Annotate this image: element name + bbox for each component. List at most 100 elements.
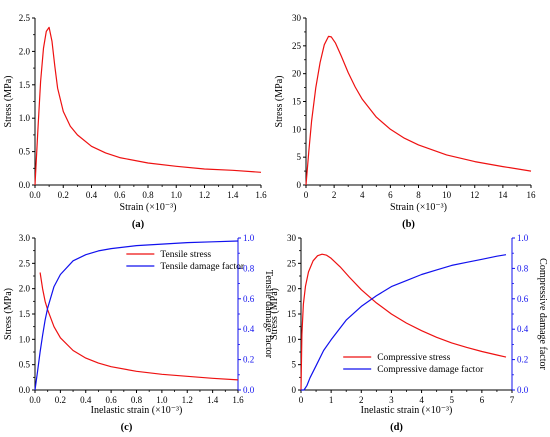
y-tick-label: 10 bbox=[292, 124, 302, 134]
right-y-tick-label: 0.8 bbox=[243, 263, 255, 273]
x-tick-label: 16 bbox=[527, 190, 537, 200]
x-tick-label: 0.2 bbox=[58, 190, 69, 200]
x-tick-label: 5 bbox=[449, 395, 454, 405]
x-tick-label: 1 bbox=[329, 395, 334, 405]
x-tick-label: 0.8 bbox=[142, 190, 154, 200]
x-tick-label: 0.0 bbox=[29, 190, 41, 200]
right-y-tick-label: 0.0 bbox=[517, 385, 529, 395]
y-axis-label: Stress (MPa) bbox=[3, 76, 14, 128]
x-tick-label: 14 bbox=[498, 190, 508, 200]
y-tick-label: 1.0 bbox=[19, 113, 31, 123]
y-tick-label: 0 bbox=[297, 180, 302, 190]
y-tick-label: 1.5 bbox=[19, 309, 31, 319]
y-tick-label: 15 bbox=[287, 309, 297, 319]
series-line-2 bbox=[34, 240, 239, 391]
x-tick-label: 0 bbox=[304, 190, 309, 200]
y-tick-label: 2.5 bbox=[19, 258, 31, 268]
x-tick-label: 2 bbox=[359, 395, 364, 405]
right-y-tick-label: 0.8 bbox=[517, 263, 529, 273]
right-y-tick-label: 0.6 bbox=[517, 294, 529, 304]
y-axis-label: Stress (MPa) bbox=[3, 288, 14, 340]
y-tick-label: 2.0 bbox=[19, 284, 31, 294]
right-y-tick-label: 1.0 bbox=[243, 233, 255, 243]
chart-panel-b: 0 2 4 6 8 10 12 14 16 0 5 10 15 20 25 30 Strain (×10⁻³) S… bbox=[274, 13, 536, 230]
x-tick-label: 4 bbox=[419, 395, 424, 405]
panel-label: (c) bbox=[121, 422, 133, 433]
right-y-tick-label: 0.4 bbox=[243, 324, 255, 334]
x-tick-label: 1.4 bbox=[227, 190, 239, 200]
chart-panel-a: 0.0 0.2 0.4 0.6 0.8 1.0 1.2 1.4 1.6 0.0 0.5 1.0 1.5 2… bbox=[3, 13, 267, 230]
y-axis-label: Stress (MPa) bbox=[274, 76, 285, 128]
y-tick-label: 3.0 bbox=[19, 233, 31, 243]
x-tick-label: 3 bbox=[389, 395, 394, 405]
y-tick-label: 5 bbox=[297, 152, 302, 162]
y-tick-label: 2.5 bbox=[19, 13, 31, 23]
x-tick-label: 0.2 bbox=[55, 395, 66, 405]
y-tick-label: 30 bbox=[292, 13, 302, 23]
series-line-1 bbox=[34, 26, 262, 186]
y-axis-label: Stress (MPa) bbox=[269, 288, 280, 340]
panel-label: (d) bbox=[390, 422, 403, 433]
right-y-tick-label: 0.4 bbox=[517, 324, 529, 334]
y-tick-label: 25 bbox=[287, 258, 297, 268]
y-tick-label: 20 bbox=[292, 69, 302, 79]
chart-panel-c: 0.0 0.2 0.4 0.6 0.8 1.0 1.2 1.4 1.60.00.51.01.52… bbox=[3, 233, 274, 433]
legend-entry: Tensile stress bbox=[160, 250, 211, 260]
right-y-tick-label: 0.2 bbox=[243, 355, 254, 365]
y-tick-label: 0.5 bbox=[19, 360, 31, 370]
x-tick-label: 6 bbox=[388, 190, 393, 200]
series-line-1 bbox=[39, 272, 239, 381]
x-tick-label: 4 bbox=[360, 190, 365, 200]
x-tick-label: 1.0 bbox=[171, 190, 183, 200]
x-tick-label: 8 bbox=[416, 190, 421, 200]
legend-entry: Compressive stress bbox=[377, 353, 450, 363]
right-y-axis-label: Tensile damage factor bbox=[263, 270, 274, 359]
series-line-1 bbox=[300, 253, 507, 391]
x-tick-label: 0 bbox=[299, 395, 304, 405]
x-axis-label: Inelastic strain (×10⁻³) bbox=[361, 405, 453, 416]
x-tick-label: 7 bbox=[510, 395, 515, 405]
panel-label: (a) bbox=[132, 219, 145, 230]
y-tick-label: 25 bbox=[292, 41, 302, 51]
x-axis-label: Strain (×10⁻³) bbox=[390, 202, 447, 213]
right-y-axis-label: Compressive damage factor bbox=[537, 258, 548, 370]
x-tick-label: 12 bbox=[470, 190, 479, 200]
series-line-1 bbox=[305, 35, 532, 186]
x-tick-label: 1.2 bbox=[182, 395, 193, 405]
y-tick-label: 0.5 bbox=[19, 147, 31, 157]
y-tick-label: 30 bbox=[287, 233, 297, 243]
x-tick-label: 0.6 bbox=[114, 190, 126, 200]
x-tick-label: 0.8 bbox=[131, 395, 143, 405]
x-axis-label: Strain (×10⁻³) bbox=[120, 202, 177, 213]
x-tick-label: 0.4 bbox=[86, 190, 98, 200]
y-tick-label: 0 bbox=[292, 385, 297, 395]
y-tick-label: 1.5 bbox=[19, 80, 31, 90]
x-axis-label: Inelastic strain (×10⁻³) bbox=[91, 405, 183, 416]
y-tick-label: 15 bbox=[292, 97, 302, 107]
x-tick-label: 0.4 bbox=[80, 395, 92, 405]
x-tick-label: 2 bbox=[332, 190, 337, 200]
x-tick-label: 10 bbox=[442, 190, 452, 200]
x-tick-label: 0.6 bbox=[106, 395, 118, 405]
y-tick-label: 20 bbox=[287, 284, 297, 294]
x-tick-label: 1.2 bbox=[199, 190, 210, 200]
y-tick-label: 2.0 bbox=[19, 46, 31, 56]
series-line-2 bbox=[301, 254, 507, 391]
chart-panel-d: 0 1 2 3 4 5 6 7 0 5 10 15 20 25 30 0.0 0.2 0.4 0.6 0.8 1.0 In… bbox=[269, 233, 548, 433]
x-tick-label: 1.6 bbox=[255, 190, 267, 200]
y-tick-label: 0.0 bbox=[19, 180, 31, 190]
legend-entry: Tensile damage factor bbox=[160, 261, 245, 272]
y-tick-label: 5 bbox=[292, 360, 297, 370]
y-tick-label: 10 bbox=[287, 334, 297, 344]
x-tick-label: 1.0 bbox=[156, 395, 168, 405]
y-tick-label: 0.0 bbox=[19, 385, 31, 395]
panel-label: (b) bbox=[402, 219, 415, 230]
x-tick-label: 6 bbox=[480, 395, 485, 405]
y-tick-label: 1.0 bbox=[19, 334, 31, 344]
x-tick-label: 1.4 bbox=[207, 395, 219, 405]
right-y-tick-label: 0.0 bbox=[243, 385, 255, 395]
x-tick-label: 0.0 bbox=[29, 395, 41, 405]
right-y-tick-label: 0.2 bbox=[517, 355, 528, 365]
legend-entry: Compressive damage factor bbox=[377, 364, 484, 375]
